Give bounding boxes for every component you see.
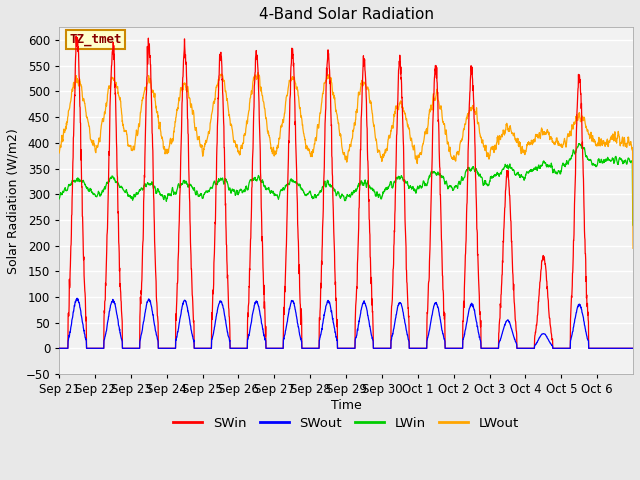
Legend: SWin, SWout, LWin, LWout: SWin, SWout, LWin, LWout xyxy=(168,411,524,435)
Y-axis label: Solar Radiation (W/m2): Solar Radiation (W/m2) xyxy=(7,128,20,274)
Text: TZ_tmet: TZ_tmet xyxy=(70,33,122,46)
X-axis label: Time: Time xyxy=(331,399,362,412)
Title: 4-Band Solar Radiation: 4-Band Solar Radiation xyxy=(259,7,434,22)
